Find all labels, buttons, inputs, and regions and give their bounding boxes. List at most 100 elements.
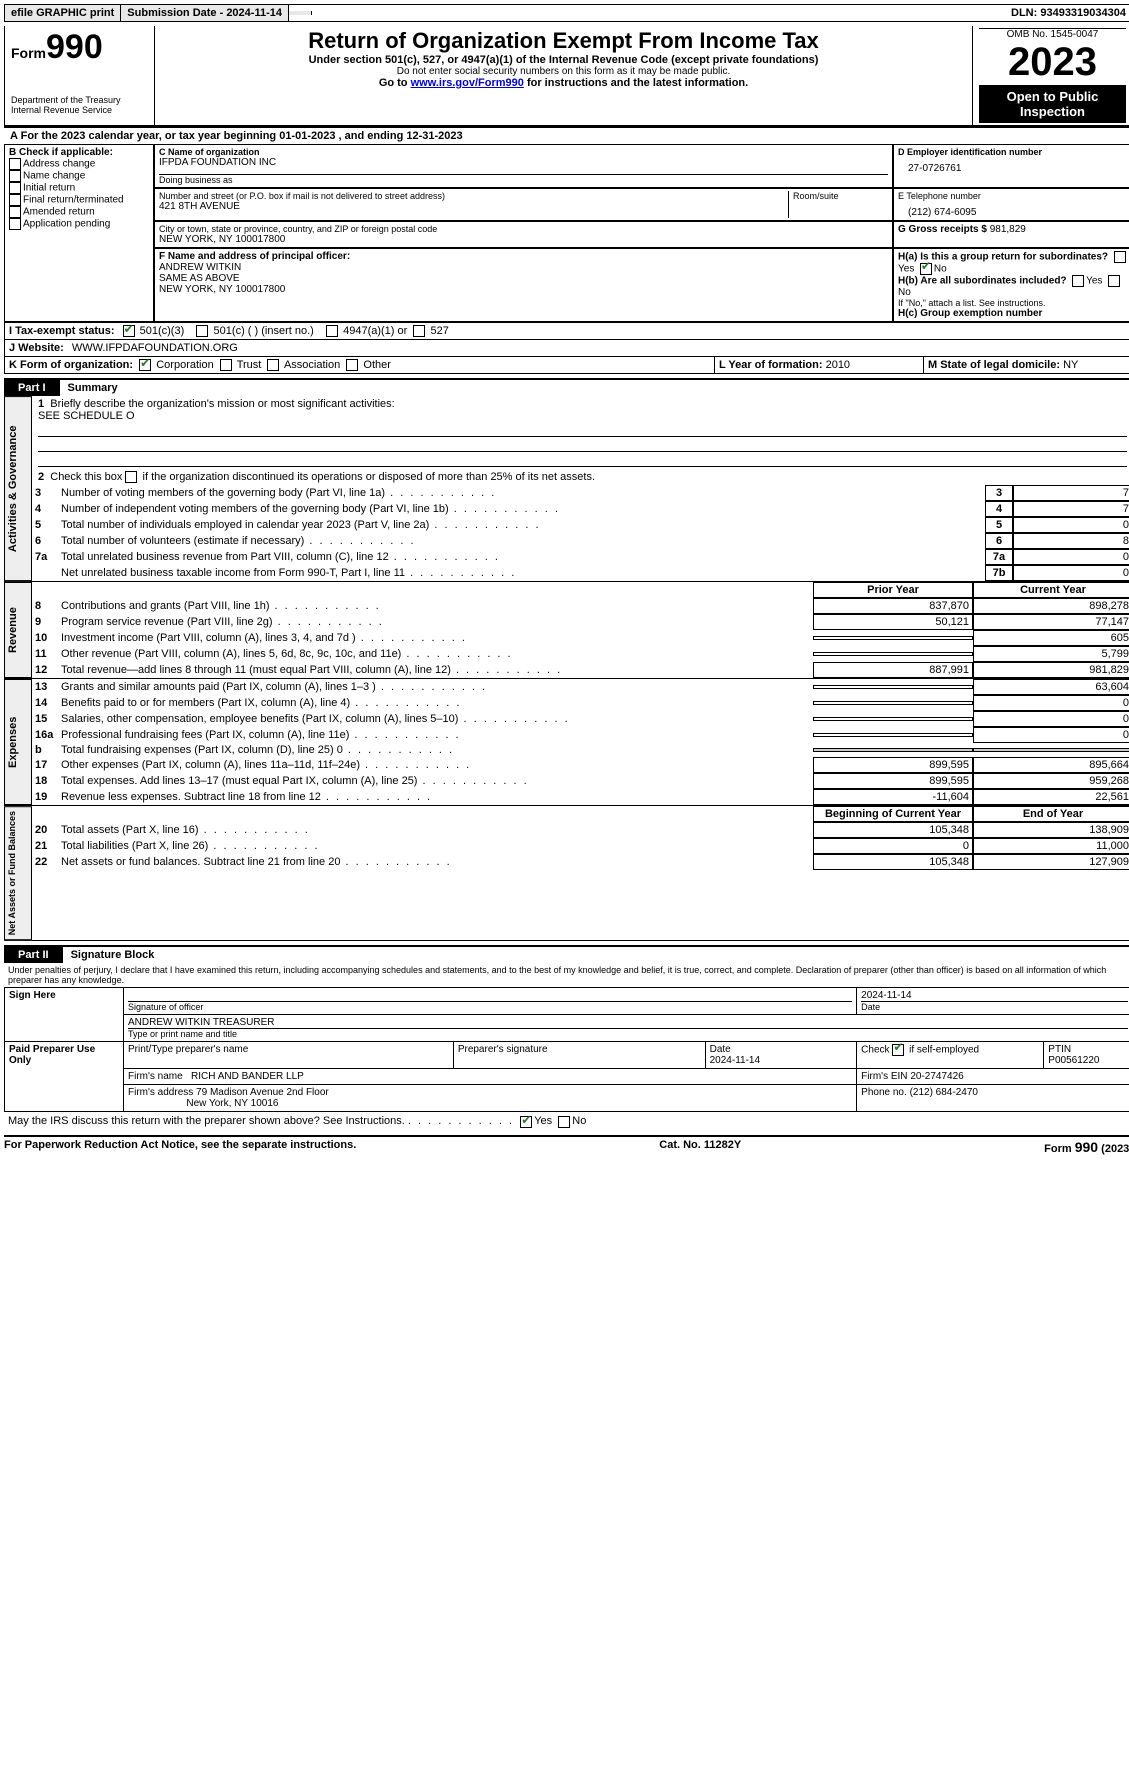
header-block: Form990 Department of the Treasury Inter…: [4, 26, 1129, 126]
exp-line-b: bTotal fundraising expenses (Part IX, co…: [32, 743, 1129, 757]
firm-name-label: Firm's name: [128, 1071, 183, 1082]
footer-right: Form 990 (2023): [1044, 1139, 1129, 1155]
exp-line-13: 13Grants and similar amounts paid (Part …: [32, 679, 1129, 695]
officer-label: F Name and address of principal officer:: [159, 251, 888, 262]
rev-line-10: 10Investment income (Part VIII, column (…: [32, 630, 1129, 646]
submission-date: Submission Date - 2024-11-14: [121, 5, 289, 21]
chk-initial-return[interactable]: [9, 182, 21, 194]
net-line-21: 21Total liabilities (Part X, line 26)011…: [32, 838, 1129, 854]
part2-tab: Part II: [4, 947, 63, 963]
gov-line-6: 6Total number of volunteers (estimate if…: [32, 533, 1129, 549]
signature-table: Sign Here Signature of officer 2024-11-1…: [4, 987, 1129, 1112]
chk-527[interactable]: [413, 325, 425, 337]
chk-self-employed[interactable]: [892, 1044, 904, 1056]
officer-addr2: NEW YORK, NY 100017800: [159, 284, 888, 295]
firm-ein: 20-2747426: [910, 1071, 963, 1082]
room-label: Room/suite: [793, 191, 888, 201]
chk-discontinued[interactable]: [125, 471, 137, 483]
preparer-name-label: Print/Type preparer's name: [124, 1042, 454, 1069]
city-label: City or town, state or province, country…: [159, 224, 888, 234]
officer-name-label: Type or print name and title: [128, 1028, 1128, 1039]
ein-value: 27-0726761: [898, 157, 1128, 174]
chk-amended-return[interactable]: [9, 206, 21, 218]
gov-line-7a: 7aTotal unrelated business revenue from …: [32, 549, 1129, 565]
exp-line-19: 19Revenue less expenses. Subtract line 1…: [32, 789, 1129, 805]
chk-association[interactable]: [267, 359, 279, 371]
officer-printed-name: ANDREW WITKIN TREASURER: [128, 1017, 1128, 1028]
street-label: Number and street (or P.O. box if mail i…: [159, 191, 788, 201]
website-value: WWW.IFPDAFOUNDATION.ORG: [68, 340, 242, 356]
open-inspection: Open to Public Inspection: [979, 85, 1126, 123]
h-b-line: H(b) Are all subordinates included? Yes …: [898, 275, 1128, 298]
gov-line-7b: Net unrelated business taxable income fr…: [32, 565, 1129, 581]
form-org-label: K Form of organization:: [9, 359, 133, 371]
discuss-line: May the IRS discuss this return with the…: [4, 1112, 1129, 1130]
dept-treasury: Department of the Treasury: [11, 95, 148, 105]
exp-line-15: 15Salaries, other compensation, employee…: [32, 711, 1129, 727]
h-b-note: If "No," attach a list. See instructions…: [898, 298, 1128, 308]
part2-title: Signature Block: [63, 947, 163, 963]
chk-ha-no[interactable]: [920, 263, 932, 275]
year-formation-label: L Year of formation:: [719, 359, 823, 371]
officer-name: ANDREW WITKIN: [159, 262, 888, 273]
net-line-22: 22Net assets or fund balances. Subtract …: [32, 854, 1129, 870]
gov-line-4: 4Number of independent voting members of…: [32, 501, 1129, 517]
chk-final-return[interactable]: [9, 194, 21, 206]
ptin-label: PTIN: [1048, 1044, 1071, 1055]
rev-line-8: 8Contributions and grants (Part VIII, li…: [32, 598, 1129, 614]
part1-tab: Part I: [4, 380, 60, 396]
sig-date-label: Date: [861, 1001, 1128, 1012]
side-governance: Activities & Governance: [4, 396, 32, 581]
chk-hb-yes[interactable]: [1072, 275, 1084, 287]
chk-other[interactable]: [346, 359, 358, 371]
gross-receipts-value: 981,829: [990, 224, 1026, 235]
ptin-value: P00561220: [1048, 1055, 1099, 1066]
domicile-label: M State of legal domicile:: [928, 359, 1060, 371]
chk-name-change[interactable]: [9, 170, 21, 182]
subtitle-3: Go to www.irs.gov/Form990 for instructio…: [161, 77, 966, 89]
subtitle-1: Under section 501(c), 527, or 4947(a)(1)…: [161, 54, 966, 66]
chk-address-change[interactable]: [9, 158, 21, 170]
chk-trust[interactable]: [220, 359, 232, 371]
chk-501c[interactable]: [196, 325, 208, 337]
chk-hb-no[interactable]: [1108, 275, 1120, 287]
footer-center: Cat. No. 11282Y: [659, 1139, 741, 1155]
preparer-sig-label: Preparer's signature: [453, 1042, 705, 1069]
preparer-date-label: Date: [710, 1044, 731, 1055]
page-footer: For Paperwork Reduction Act Notice, see …: [4, 1135, 1129, 1155]
subtitle-2: Do not enter social security numbers on …: [161, 66, 966, 77]
part1-title: Summary: [60, 380, 126, 396]
mission-value: SEE SCHEDULE O: [38, 410, 135, 422]
chk-discuss-no[interactable]: [558, 1116, 570, 1128]
h-c-line: H(c) Group exemption number: [898, 308, 1128, 319]
exp-line-17: 17Other expenses (Part IX, column (A), l…: [32, 757, 1129, 773]
chk-501c3[interactable]: [123, 325, 135, 337]
net-line-20: 20Total assets (Part X, line 16)105,3481…: [32, 822, 1129, 838]
tax-exempt-label: I Tax-exempt status:: [5, 323, 119, 339]
phone-value: (212) 674-6095: [898, 201, 1128, 218]
entity-info-grid: B Check if applicable: Address change Na…: [4, 144, 1129, 322]
year-formation-value: 2010: [826, 359, 850, 371]
firm-phone: (212) 684-2470: [910, 1087, 978, 1098]
rev-line-12: 12Total revenue—add lines 8 through 11 (…: [32, 662, 1129, 678]
perjury-text: Under penalties of perjury, I declare th…: [4, 963, 1129, 987]
hdr-begin-year: Beginning of Current Year: [813, 806, 973, 822]
efile-print-button[interactable]: efile GRAPHIC print: [5, 5, 121, 21]
h-a-line: H(a) Is this a group return for subordin…: [898, 251, 1128, 275]
irs-label: Internal Revenue Service: [11, 105, 148, 115]
chk-corporation[interactable]: [139, 359, 151, 371]
preparer-date: 2024-11-14: [710, 1055, 760, 1066]
irs-link[interactable]: www.irs.gov/Form990: [411, 77, 524, 89]
omb-number: OMB No. 1545-0047: [979, 28, 1126, 40]
firm-name: RICH AND BANDER LLP: [191, 1071, 304, 1082]
part2-bar: Part II Signature Block: [4, 945, 1129, 963]
tax-period-line: A For the 2023 calendar year, or tax yea…: [4, 126, 1129, 144]
chk-ha-yes[interactable]: [1114, 251, 1126, 263]
chk-4947[interactable]: [326, 325, 338, 337]
topbar: efile GRAPHIC print Submission Date - 20…: [4, 4, 1129, 22]
chk-application-pending[interactable]: [9, 218, 21, 230]
chk-discuss-yes[interactable]: [520, 1116, 532, 1128]
line2-text: Check this box if the organization disco…: [50, 471, 595, 483]
hdr-current-year: Current Year: [973, 582, 1129, 598]
gross-receipts-label: G Gross receipts $: [898, 224, 987, 235]
